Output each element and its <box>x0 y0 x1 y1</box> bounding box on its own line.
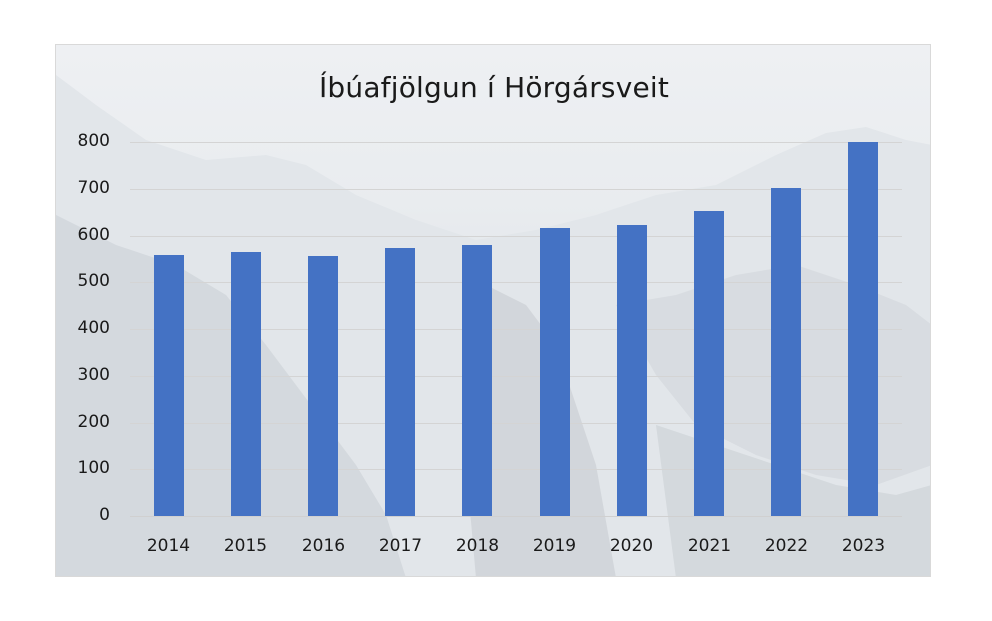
gridline <box>130 376 902 377</box>
x-axis-tick-label: 2015 <box>223 536 268 556</box>
bar-2021 <box>694 211 724 516</box>
x-axis-tick-label: 2019 <box>532 536 577 556</box>
bar-2023 <box>848 142 878 516</box>
y-axis-tick-label: 0 <box>99 505 110 525</box>
bar-2020 <box>617 225 647 516</box>
gridline <box>130 236 902 237</box>
bar-2015 <box>231 252 261 516</box>
y-axis-tick-label: 500 <box>77 271 110 291</box>
chart-frame: Íbúafjölgun í Hörgársveit 0 100 200 300 400 5… <box>55 44 931 577</box>
gridline <box>130 516 902 517</box>
bar-2017 <box>385 248 415 516</box>
gridline <box>130 469 902 470</box>
chart-title: Íbúafjölgun í Hörgársveit <box>318 71 670 104</box>
x-axis-tick-label: 2018 <box>455 536 500 556</box>
x-axis-tick-label: 2014 <box>146 536 191 556</box>
gridline <box>130 189 902 190</box>
bar-2014 <box>154 255 184 516</box>
bar-2022 <box>771 188 801 516</box>
y-axis-tick-label: 100 <box>77 458 110 478</box>
y-axis-tick-label: 800 <box>77 131 110 151</box>
gridline <box>130 282 902 283</box>
y-axis-tick-label: 700 <box>77 178 110 198</box>
x-axis-tick-label: 2023 <box>841 536 886 556</box>
plot-area: 0 100 200 300 400 500 600 700 800 2014 2015 2016 201… <box>56 45 930 576</box>
gridline <box>130 423 902 424</box>
x-axis-tick-label: 2017 <box>378 536 423 556</box>
bar-2018 <box>462 245 492 516</box>
x-axis-tick-label: 2021 <box>687 536 732 556</box>
y-axis-tick-label: 400 <box>77 318 110 338</box>
y-axis-tick-label: 200 <box>77 412 110 432</box>
x-axis-tick-label: 2020 <box>609 536 654 556</box>
bar-2019 <box>540 228 570 516</box>
x-axis-tick-label: 2016 <box>301 536 346 556</box>
x-axis-tick-label: 2022 <box>764 536 809 556</box>
gridline <box>130 142 902 143</box>
gridline <box>130 329 902 330</box>
y-axis-tick-label: 600 <box>77 225 110 245</box>
y-axis-tick-label: 300 <box>77 365 110 385</box>
bar-2016 <box>308 256 338 516</box>
